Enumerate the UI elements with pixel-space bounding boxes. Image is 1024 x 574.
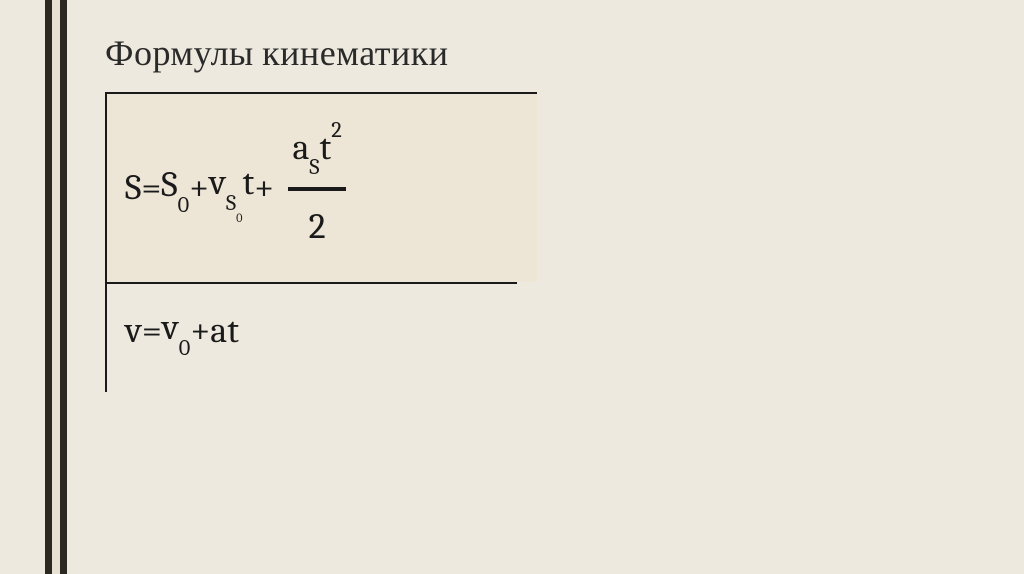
formula-displacement: S = S0 + vS0t + aSt2 2: [125, 130, 346, 247]
slide-content: Формулы кинематики S = S0 + vS0t + aSt2: [105, 32, 537, 392]
f1-t2-tail: t: [242, 162, 254, 203]
f1-num-a: a: [292, 127, 309, 168]
f1-term1: S0: [161, 167, 189, 209]
f1-num-t: t: [320, 127, 332, 168]
formula-row-displacement: S = S0 + vS0t + aSt2 2: [107, 92, 537, 282]
slide-side-bar-inner: [52, 0, 60, 574]
f2-t1-base: v: [162, 307, 179, 348]
f1-frac-line: [288, 187, 346, 191]
f1-fraction: aSt2 2: [288, 128, 346, 245]
slide-side-bar: [45, 0, 67, 574]
f1-plus2: +: [254, 170, 274, 206]
f2-plus: +: [190, 313, 210, 349]
f1-eq: =: [141, 170, 161, 206]
f1-num-sub: S: [309, 154, 319, 180]
f1-plus1: +: [189, 170, 209, 206]
f1-num-sup: 2: [331, 117, 342, 143]
f1-t2-base: v: [209, 162, 226, 203]
f2-t1-sub: 0: [179, 335, 191, 361]
f1-frac-numerator: aSt2: [292, 128, 341, 182]
f2-lhs: v: [125, 313, 142, 349]
formula-velocity: v = v0 + at: [125, 310, 239, 352]
formula-container: S = S0 + vS0t + aSt2 2: [105, 92, 537, 392]
f2-eq: =: [142, 313, 162, 349]
f1-frac-denominator: 2: [309, 209, 326, 245]
formula-row-velocity: v = v0 + at: [107, 282, 517, 392]
f1-t1-sub: 0: [178, 192, 190, 218]
f1-t1-base: S: [161, 164, 177, 205]
f2-term1: v0: [162, 310, 190, 352]
f1-t2-sub-sub: 0: [236, 212, 242, 226]
f2-term2: at: [210, 313, 239, 349]
f1-term2: vS0t: [209, 165, 254, 211]
f1-t2-sub: S0: [226, 190, 242, 216]
f1-t2-sub-base: S: [226, 190, 236, 216]
slide-title: Формулы кинематики: [105, 32, 537, 74]
f1-lhs: S: [125, 170, 141, 206]
